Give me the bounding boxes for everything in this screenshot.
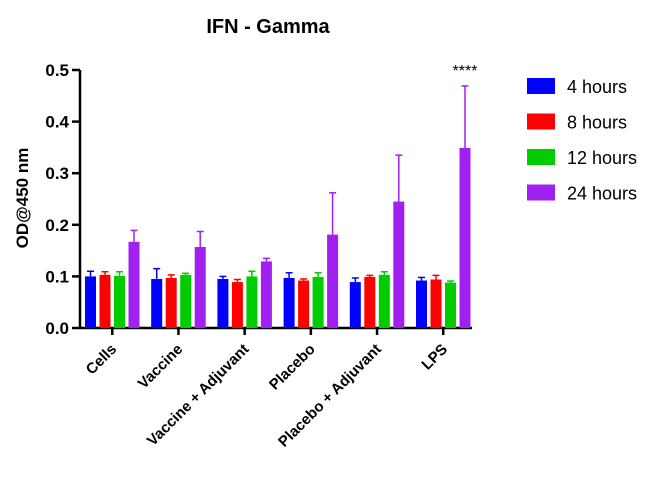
bar — [349, 282, 361, 328]
significance-annotation: **** — [453, 63, 478, 80]
bar — [416, 280, 427, 328]
legend-swatch — [527, 113, 555, 130]
bar — [194, 246, 206, 328]
bar — [165, 277, 177, 328]
x-tick-label: Placebo — [266, 341, 319, 394]
legend-label: 8 hours — [567, 113, 627, 133]
legend-label: 24 hours — [567, 184, 637, 204]
bar — [246, 276, 258, 328]
bar — [231, 282, 243, 328]
bar — [114, 275, 125, 328]
bar — [298, 280, 310, 328]
bar — [99, 274, 111, 328]
legend-swatch — [527, 78, 555, 94]
bar — [85, 276, 96, 328]
y-tick-label: 0.3 — [45, 164, 69, 183]
bar — [283, 277, 295, 328]
bar — [151, 278, 163, 328]
x-tick-label: Cells — [83, 341, 120, 378]
y-tick-label: 0.5 — [45, 61, 69, 80]
y-tick-label: 0.4 — [45, 113, 69, 132]
x-tick-label: LPS — [418, 341, 451, 374]
y-tick-label: 0.2 — [45, 216, 69, 235]
y-axis-title: OD@450 nm — [13, 148, 32, 249]
y-tick-label: 0.0 — [45, 319, 69, 338]
bar — [260, 261, 272, 328]
legend-label: 12 hours — [567, 148, 637, 168]
y-tick-label: 0.1 — [45, 267, 69, 286]
bar — [430, 279, 442, 328]
legend-label: 4 hours — [567, 77, 627, 97]
bar — [393, 201, 405, 328]
bar — [327, 234, 339, 328]
bar — [312, 276, 324, 328]
legend: 4 hours 8 hours 12 hours 24 hours — [527, 77, 637, 204]
bar — [128, 241, 140, 328]
x-tick-label: Vaccine — [135, 341, 187, 393]
bar — [180, 274, 192, 328]
chart-title: IFN - Gamma — [206, 16, 330, 38]
legend-swatch — [527, 184, 555, 201]
legend-swatch — [527, 149, 555, 165]
bar — [217, 278, 229, 328]
bar — [378, 274, 390, 328]
bar — [364, 276, 376, 328]
bar — [445, 282, 456, 328]
bar — [459, 147, 471, 328]
